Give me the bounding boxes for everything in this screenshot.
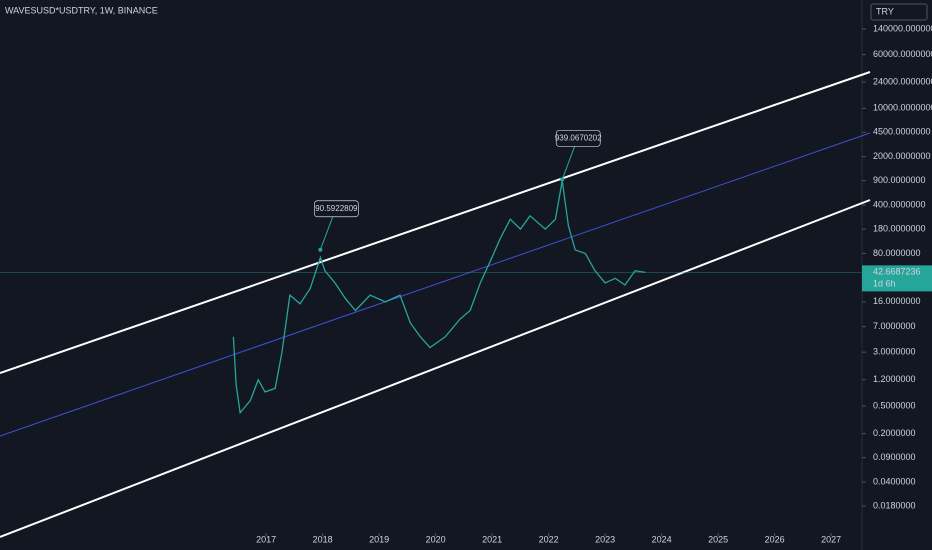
x-tick-label: 2023	[595, 534, 615, 544]
y-tick-label: 1.2000000	[873, 374, 916, 384]
y-tick-label: 0.0400000	[873, 476, 916, 486]
y-tick-label: 0.2000000	[873, 428, 916, 438]
x-tick-label: 2017	[256, 534, 276, 544]
x-tick-label: 2020	[426, 534, 446, 544]
symbol-title: WAVESUSD*USDTRY, 1W, BINANCE	[5, 5, 158, 15]
x-tick-label: 2019	[369, 534, 389, 544]
y-tick-label: 900.0000000	[873, 175, 926, 185]
last-price: 42.6687236	[873, 267, 921, 277]
currency: TRY	[876, 6, 894, 16]
last-price-badge	[862, 265, 932, 292]
annotation-label: 90.5922809	[315, 204, 358, 213]
channel-bottom	[0, 199, 871, 538]
x-tick-label: 2027	[821, 534, 841, 544]
annotation-box	[314, 200, 359, 218]
channel-mid	[0, 132, 871, 437]
y-tick-label: 180.0000000	[873, 223, 926, 233]
channel-top	[0, 71, 871, 374]
y-tick-label: 0.0900000	[873, 452, 916, 462]
y-tick-label: 3.0000000	[873, 347, 916, 357]
price-line	[232, 180, 646, 415]
annotation-box	[555, 130, 601, 147]
y-tick-label: 0.5000000	[873, 400, 916, 410]
annotation-point	[560, 177, 565, 182]
y-tick-label: 0.0180000	[873, 500, 916, 510]
y-tick-label: 10000.0000000	[873, 103, 932, 113]
y-tick-label: 16.0000000	[873, 296, 921, 306]
currency-box[interactable]	[870, 3, 928, 21]
y-tick-label: 400.0000000	[873, 199, 926, 209]
countdown: 1d 6h	[873, 279, 896, 289]
y-tick-label: 60000.0000000	[873, 49, 932, 59]
y-tick-label: 24000.0000000	[873, 76, 932, 86]
y-tick-label: 140000.0000000	[873, 23, 932, 33]
x-tick-label: 2018	[313, 534, 333, 544]
x-tick-label: 2026	[765, 534, 785, 544]
annotation-point	[318, 247, 323, 252]
y-tick-label: 7.0000000	[873, 321, 916, 331]
y-tick-label: 4500.0000000	[873, 127, 931, 137]
x-tick-label: 2021	[482, 534, 502, 544]
annotation-label: 939.0670202	[555, 134, 602, 143]
x-tick-label: 2025	[708, 534, 728, 544]
y-tick-label: 2000.0000000	[873, 151, 931, 161]
x-tick-label: 2024	[652, 534, 672, 544]
x-tick-label: 2022	[539, 534, 559, 544]
y-tick-label: 80.0000000	[873, 248, 921, 258]
